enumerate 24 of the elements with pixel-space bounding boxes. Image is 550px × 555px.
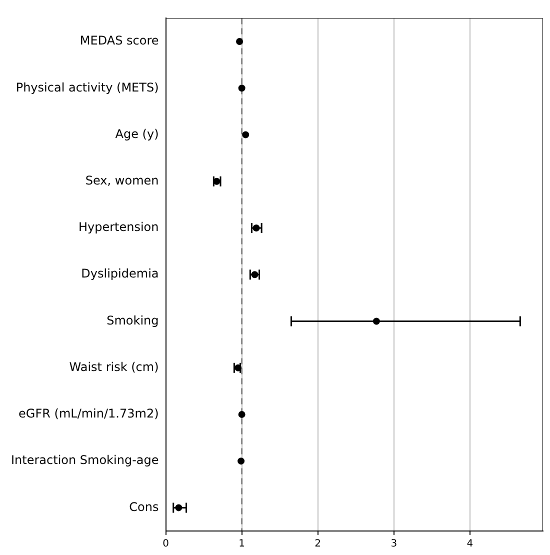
y-tick-label: eGFR (mL/min/1.73m2): [18, 406, 159, 421]
point: [236, 38, 244, 46]
x-tick-label: 4: [466, 538, 474, 550]
y-tick-label: Sex, women: [85, 173, 159, 188]
y-tick-label: Smoking: [106, 313, 159, 328]
x-tick-label: 3: [390, 538, 398, 550]
point: [238, 84, 246, 92]
point: [242, 131, 250, 138]
y-tick-label: Physical activity (METS): [16, 80, 159, 94]
point: [372, 318, 380, 325]
y-tick-label: MEDAS score: [80, 34, 159, 48]
x-tick-label: 2: [314, 538, 322, 550]
point: [238, 410, 246, 418]
point: [175, 504, 182, 512]
point: [234, 364, 242, 372]
x-tick-label: 1: [238, 538, 245, 550]
x-tick-label: 0: [162, 538, 169, 550]
y-tick-label: Cons: [129, 500, 159, 514]
y-tick-label: Age (y): [115, 126, 159, 141]
y-tick-label: Waist risk (cm): [69, 360, 159, 374]
y-tick-label: Hypertension: [78, 220, 159, 234]
point: [238, 458, 245, 465]
y-tick-label: Dyslipidemia: [81, 266, 159, 281]
y-tick-label: Interaction Smoking-age: [10, 453, 159, 468]
